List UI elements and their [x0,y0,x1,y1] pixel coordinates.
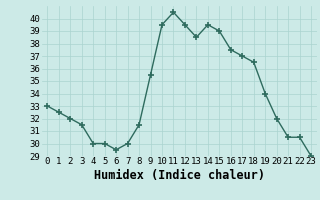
X-axis label: Humidex (Indice chaleur): Humidex (Indice chaleur) [94,169,265,182]
